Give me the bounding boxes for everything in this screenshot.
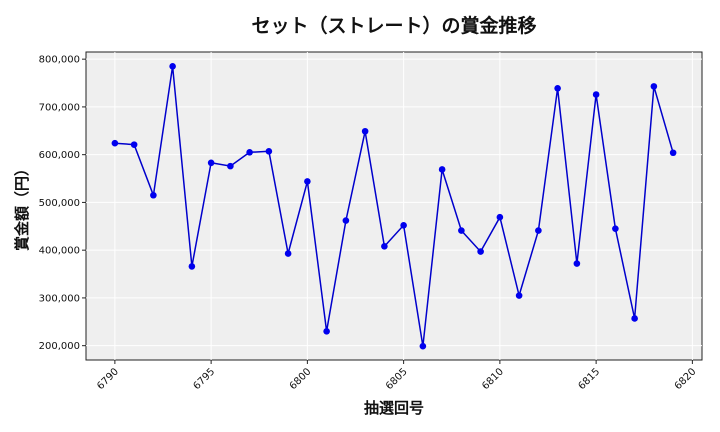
data-point xyxy=(419,342,427,350)
data-point xyxy=(130,141,138,148)
y-axis-label: 賞金額（円） xyxy=(13,161,31,251)
y-tick-label: 300,000 xyxy=(39,293,80,304)
x-tick-label: 6790 xyxy=(95,366,121,392)
prize-series xyxy=(111,63,677,350)
y-axis: 200,000 300,000 400,000 500,000 600,000 700,0… xyxy=(39,55,86,352)
data-point xyxy=(669,149,677,157)
x-tick-label: 6800 xyxy=(288,366,314,392)
data-point xyxy=(342,217,350,224)
data-point xyxy=(573,260,581,267)
data-point xyxy=(400,222,407,229)
data-point xyxy=(323,328,330,335)
data-point xyxy=(304,178,311,185)
data-point xyxy=(207,159,215,167)
x-axis: 6790 6795 6800 6805 6810 6815 6820 xyxy=(95,360,698,392)
y-tick-label: 200,000 xyxy=(39,341,80,352)
plot-area xyxy=(85,51,703,361)
data-point xyxy=(111,139,119,147)
data-point xyxy=(361,127,369,135)
x-tick-label: 6795 xyxy=(191,366,217,392)
y-tick-label: 800,000 xyxy=(39,55,80,66)
series-line xyxy=(114,66,674,347)
data-point xyxy=(592,91,600,98)
data-point xyxy=(150,191,157,199)
data-point xyxy=(227,162,234,170)
data-point xyxy=(458,227,465,234)
grid-lines xyxy=(86,52,702,360)
data-point xyxy=(631,315,638,322)
data-point xyxy=(284,250,292,257)
data-point xyxy=(438,166,446,173)
y-tick-label: 500,000 xyxy=(39,198,80,209)
data-point xyxy=(169,63,176,70)
x-tick-label: 6810 xyxy=(480,366,506,392)
x-axis-label: 抽選回号 xyxy=(364,399,424,417)
data-point xyxy=(535,227,542,234)
x-tick-label: 6820 xyxy=(673,366,699,392)
x-tick-label: 6815 xyxy=(576,366,602,392)
data-point xyxy=(650,83,658,90)
x-tick-label: 6805 xyxy=(384,366,410,392)
data-point xyxy=(246,148,253,156)
data-point xyxy=(188,263,196,270)
data-point xyxy=(554,84,561,92)
data-point xyxy=(515,292,523,299)
data-point xyxy=(381,243,388,250)
y-tick-label: 700,000 xyxy=(39,102,80,113)
data-point xyxy=(496,213,504,221)
y-tick-label: 400,000 xyxy=(39,246,80,257)
data-point xyxy=(265,148,273,155)
data-point xyxy=(477,248,484,255)
data-point xyxy=(612,225,619,232)
y-tick-label: 600,000 xyxy=(39,150,80,161)
chart-title: セット（ストレート）の賞金推移 xyxy=(251,14,536,37)
